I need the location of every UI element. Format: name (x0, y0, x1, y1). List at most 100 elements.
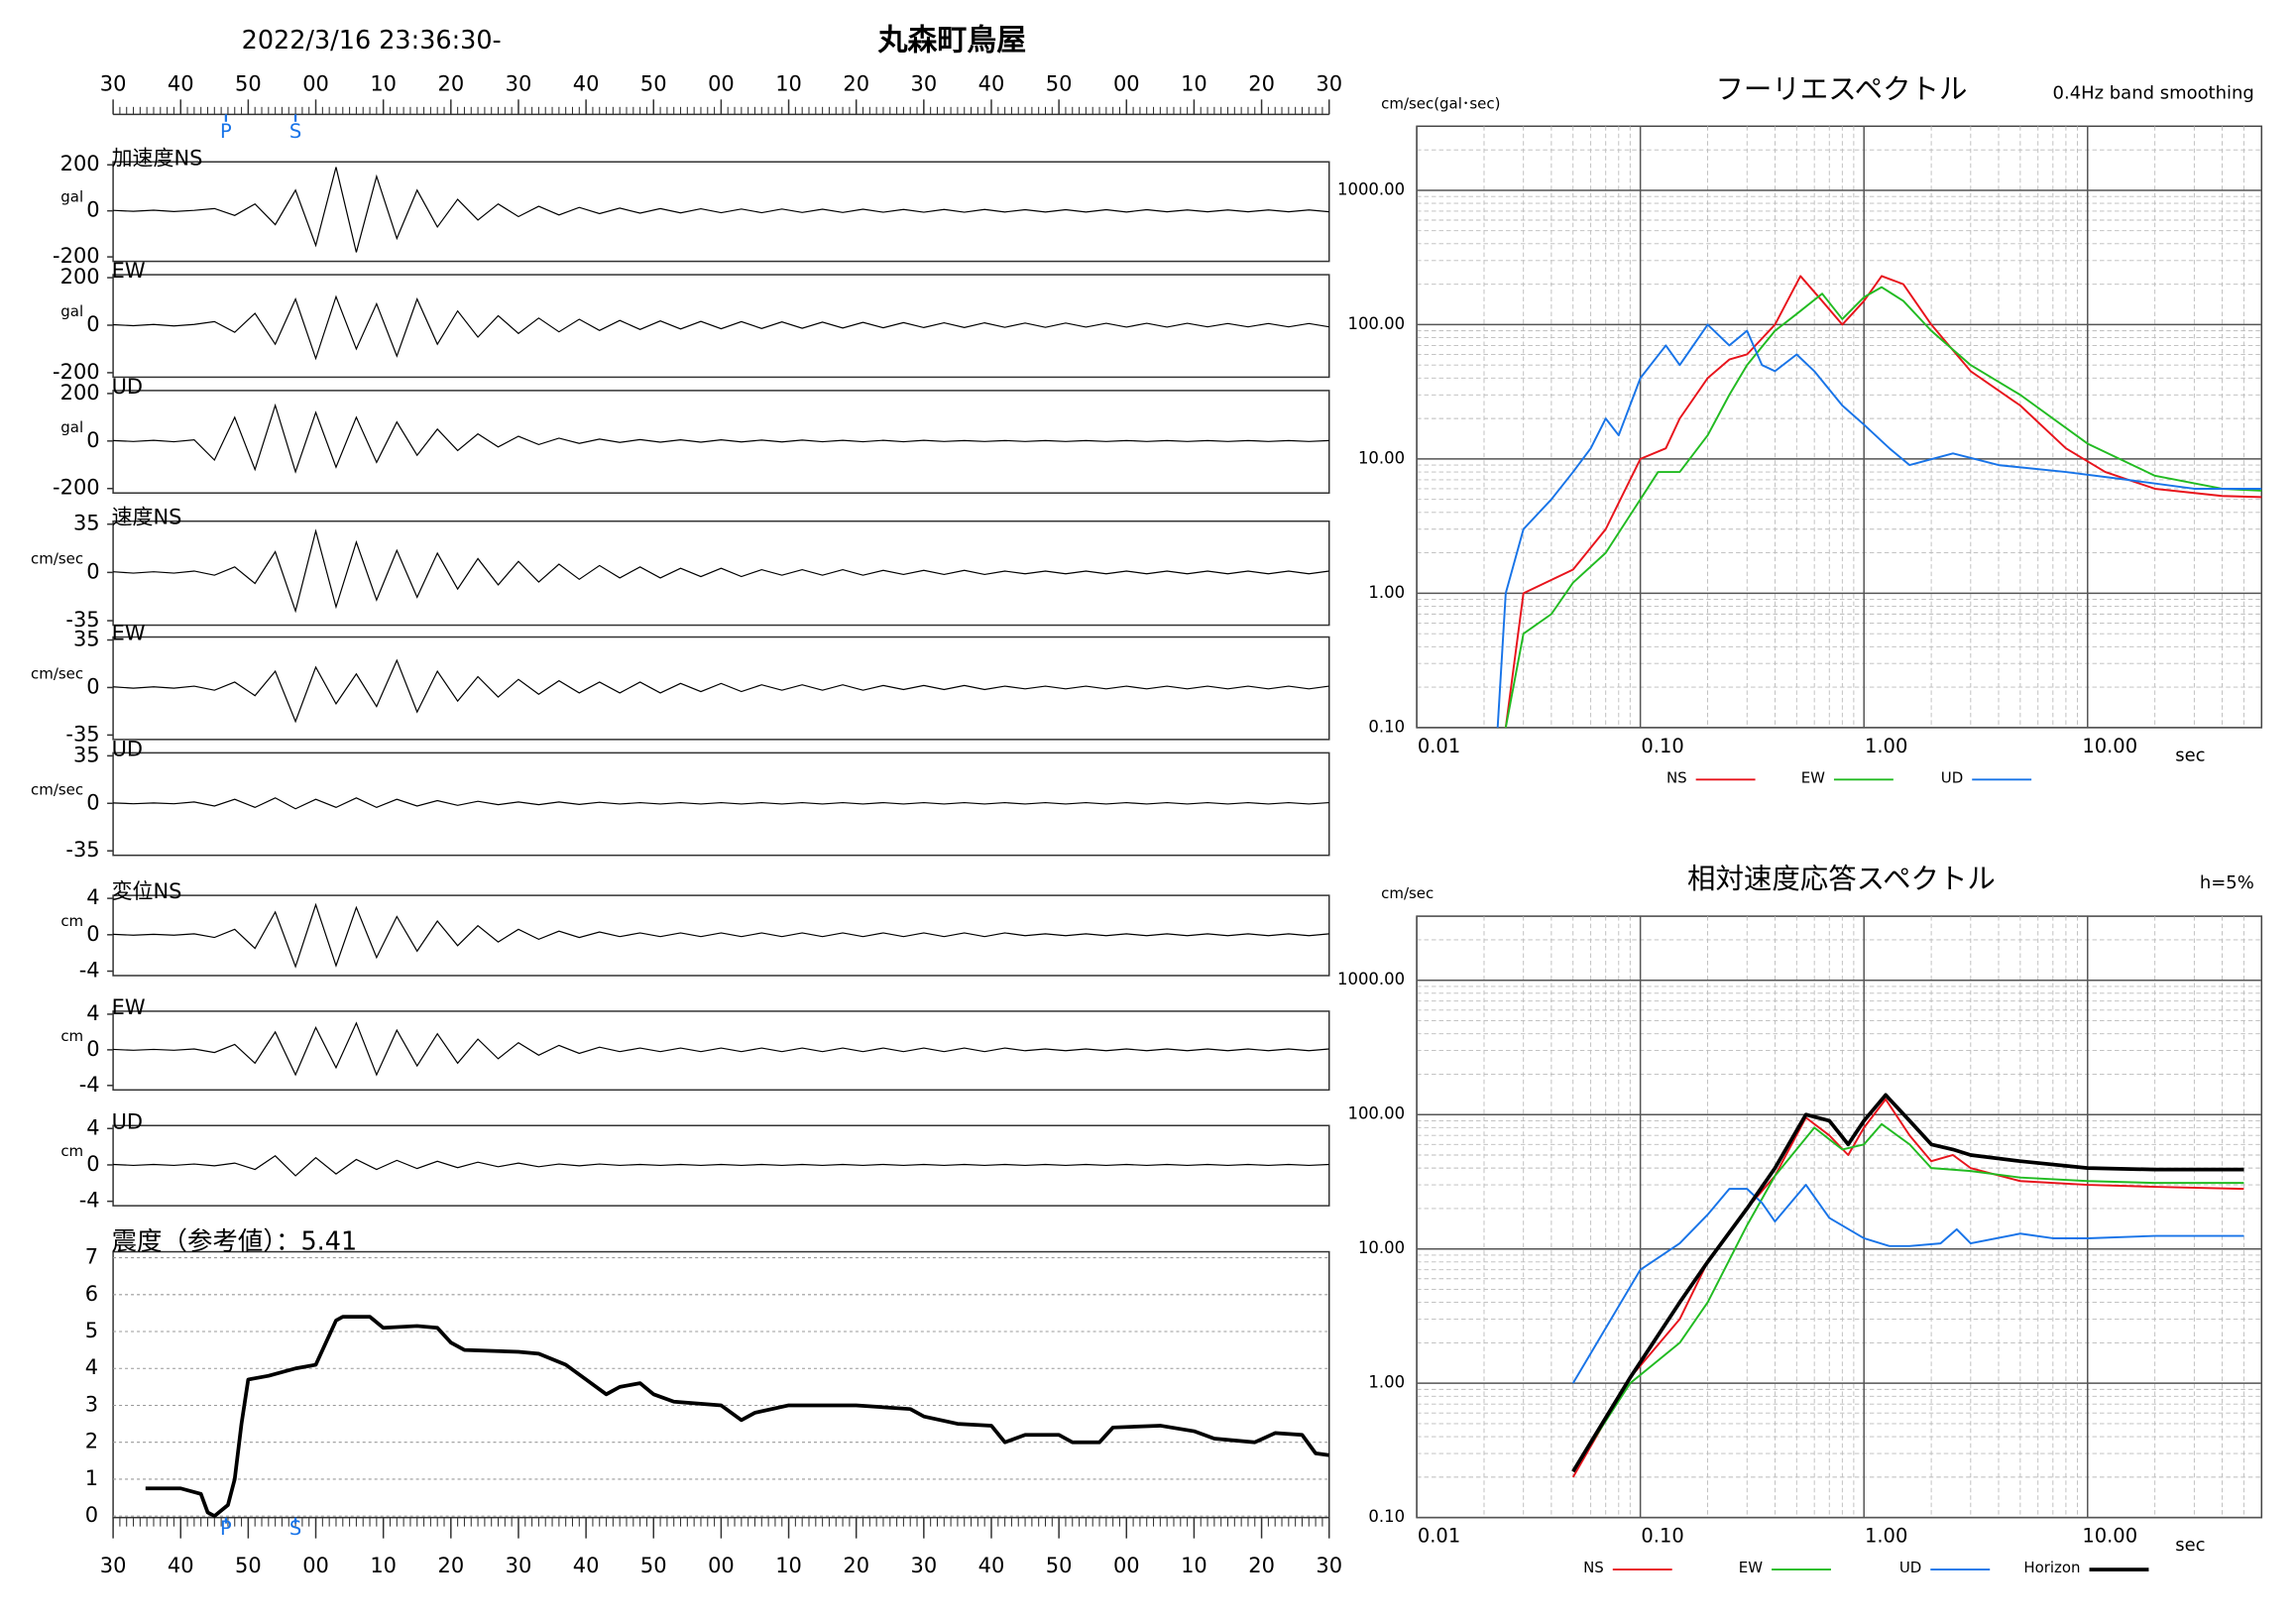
waveform-trace (113, 797, 1329, 810)
plot-frame (1416, 915, 2263, 1519)
plot-frame (1416, 125, 2263, 729)
y-tick-label: 200 (60, 381, 100, 405)
x-tick-label: 20 (1248, 71, 1275, 95)
y-tick-label: -4 (79, 959, 100, 983)
series-line (1571, 1184, 2244, 1384)
series-line (1571, 1093, 2244, 1473)
phase-label: S (289, 1517, 301, 1540)
x-tick-label: 10.00 (2082, 735, 2137, 757)
x-tick-label: 30 (1316, 71, 1342, 95)
chart-title: フーリエスペクトル (1715, 72, 1967, 105)
x-tick-label: 10 (775, 71, 802, 95)
unit-label: cm/sec (31, 549, 83, 567)
waveform-trace (113, 167, 1329, 253)
panel-label: 加速度NS (112, 146, 203, 170)
y-tick-label: 0 (86, 428, 99, 452)
x-tick-label: 00 (302, 71, 329, 95)
x-tick-label: 00 (1113, 1554, 1140, 1577)
panel-label: EW (112, 622, 146, 645)
y-tick-label: 4 (86, 1001, 99, 1025)
legend-label: EW (1801, 768, 1825, 786)
panel-label: UD (112, 375, 143, 399)
unit-label: gal (60, 418, 83, 436)
phase-label: S (289, 120, 301, 143)
panel-frame (112, 274, 1330, 379)
waveform-trace (113, 294, 1329, 361)
phase-label: P (220, 1517, 232, 1540)
series-line (1504, 275, 2262, 729)
panel-label: UD (112, 1109, 143, 1133)
y-tick-label: 35 (73, 512, 100, 535)
panel-label: EW (112, 259, 146, 283)
y-tick-label: 7 (85, 1245, 98, 1269)
panel-label: 変位NS (112, 879, 182, 903)
panel-label: EW (112, 995, 146, 1019)
y-tick-label: 35 (73, 628, 100, 651)
x-tick-label: 30 (100, 1554, 127, 1577)
chart-title: 相対速度応答スペクトル (1687, 863, 1996, 895)
y-tick-label: -35 (65, 608, 99, 632)
x-axis-label: sec (2175, 745, 2205, 765)
x-tick-label: 50 (235, 1554, 262, 1577)
x-tick-label: 00 (708, 1554, 735, 1577)
y-tick-label: -200 (53, 476, 100, 500)
y-tick-label: 6 (85, 1282, 98, 1306)
unit-label: cm (60, 1142, 83, 1160)
x-tick-label: 30 (1316, 1554, 1342, 1577)
legend-label: NS (1583, 1559, 1604, 1576)
y-tick-label: 1 (85, 1466, 98, 1490)
x-tick-label: 10 (370, 1554, 397, 1577)
panel-label: UD (112, 737, 143, 760)
x-tick-label: 40 (978, 71, 1005, 95)
waveform-trace (113, 658, 1329, 724)
y-tick-label: 0.10 (1368, 1507, 1405, 1526)
y-tick-label: 10.00 (1358, 448, 1405, 467)
y-tick-label: 0 (86, 1152, 99, 1176)
waveform-trace (113, 403, 1329, 474)
x-tick-label: 20 (843, 71, 869, 95)
y-tick-label: 0 (86, 922, 99, 946)
y-tick-label: 4 (86, 885, 99, 909)
x-tick-label: 30 (911, 1554, 938, 1577)
y-tick-label: 2 (85, 1430, 98, 1453)
y-tick-label: 200 (60, 265, 100, 289)
chart-subtitle: 0.4Hz band smoothing (2053, 82, 2254, 103)
x-tick-label: 0.01 (1418, 735, 1460, 757)
series-line (1571, 1122, 2244, 1472)
panel-frame (112, 161, 1330, 263)
unit-label: cm (60, 912, 83, 930)
y-tick-label: 0 (86, 198, 99, 222)
y-tick-label: -4 (79, 1189, 100, 1213)
x-tick-label: 10 (1181, 71, 1207, 95)
x-tick-label: 50 (1046, 71, 1073, 95)
y-tick-label: 35 (73, 743, 100, 766)
unit-label: cm/sec (31, 664, 83, 682)
unit-label: gal (60, 188, 83, 206)
x-tick-label: 40 (978, 1554, 1005, 1577)
panel-frame (112, 636, 1330, 741)
intensity-line (145, 1315, 1329, 1519)
legend-label: UD (1941, 768, 1963, 786)
x-tick-label: 10 (775, 1554, 802, 1577)
y-tick-label: 0 (86, 1037, 99, 1061)
y-tick-label: 0 (85, 1503, 98, 1527)
x-tick-label: 10.00 (2082, 1525, 2137, 1548)
legend-label: EW (1739, 1559, 1763, 1576)
x-axis-label: sec (2175, 1535, 2205, 1556)
x-tick-label: 40 (573, 71, 600, 95)
waveform-trace (113, 902, 1329, 969)
x-tick-label: 0.01 (1418, 1525, 1460, 1548)
y-tick-label: 3 (85, 1392, 98, 1416)
unit-label: gal (60, 302, 83, 320)
x-tick-label: 50 (640, 1554, 667, 1577)
y-tick-label: 200 (60, 152, 100, 175)
panel-label: 速度NS (112, 506, 182, 529)
x-tick-label: 20 (1248, 1554, 1275, 1577)
waveform-trace (113, 528, 1329, 614)
x-tick-label: 40 (168, 71, 194, 95)
waveform-trace (113, 1021, 1329, 1077)
y-tick-label: -35 (65, 722, 99, 746)
y-tick-label: 100.00 (1347, 1104, 1405, 1123)
x-tick-label: 10 (370, 71, 397, 95)
x-tick-label: 1.00 (1865, 1525, 1907, 1548)
